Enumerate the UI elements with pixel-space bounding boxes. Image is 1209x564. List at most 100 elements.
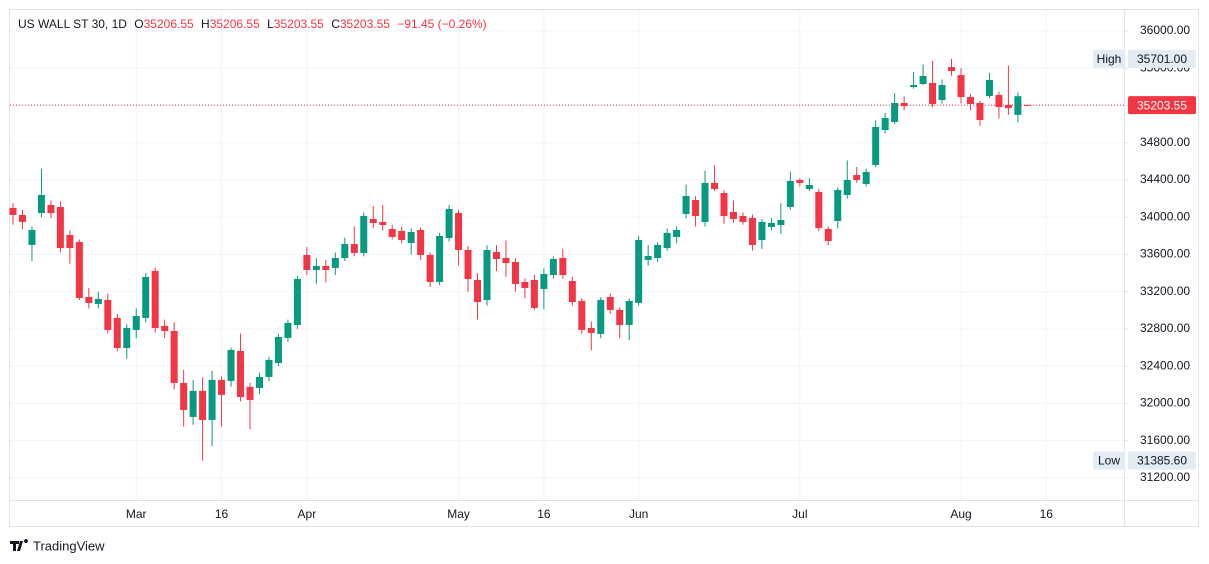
candle-body <box>625 300 633 325</box>
candle-body <box>104 299 112 330</box>
candle-body <box>929 82 937 105</box>
candle-body <box>910 85 918 87</box>
candle-body <box>729 211 737 219</box>
candle-body <box>170 330 178 383</box>
marker-value: 35701.00 <box>1137 52 1187 66</box>
candle-body <box>502 257 510 264</box>
last-price-label: 35203.55 <box>1137 98 1187 112</box>
candle-body <box>331 257 339 268</box>
candle-body <box>474 279 482 303</box>
candle-body <box>455 213 463 250</box>
candle-body <box>834 190 842 222</box>
ohlc-label: L <box>267 17 274 31</box>
candle-body <box>540 273 548 289</box>
candle-body <box>511 261 519 284</box>
candle-body <box>758 221 766 241</box>
marker-value-box <box>1128 49 1196 68</box>
candle-body <box>815 191 823 229</box>
candle-body <box>843 179 851 195</box>
y-tick-label: 34800.00 <box>1140 135 1190 149</box>
brand-logo: TradingView <box>10 538 105 553</box>
candle-body <box>189 390 197 417</box>
candle-body <box>692 199 700 216</box>
candle-body <box>483 249 491 300</box>
candle-body <box>227 349 235 381</box>
marker-value: 31385.60 <box>1137 454 1187 468</box>
candle-body <box>748 217 756 245</box>
marker-name-box <box>1093 451 1125 470</box>
candle-body <box>436 236 444 282</box>
open-value: 35206.55 <box>144 17 194 31</box>
candle-body <box>976 102 984 121</box>
logo-mark <box>10 539 28 551</box>
candle-body <box>796 179 804 183</box>
marker-name: Low <box>1098 454 1120 468</box>
candle-body <box>568 280 576 303</box>
x-tick-label: 16 <box>215 507 229 521</box>
candle-body <box>56 206 64 249</box>
x-tick-label: Aug <box>950 507 971 521</box>
candle-body <box>862 171 870 184</box>
candle-body <box>777 220 785 226</box>
x-tick-label: Jul <box>792 507 807 521</box>
candle-body <box>966 97 974 105</box>
candle-body <box>701 182 709 222</box>
candle-body <box>66 234 74 249</box>
x-tick-label: Jun <box>629 507 648 521</box>
candle-body <box>492 252 500 260</box>
candle-body <box>635 240 643 303</box>
grid <box>10 10 1124 500</box>
candle-body <box>85 296 93 303</box>
candle-body <box>237 350 245 397</box>
plot <box>9 58 1124 461</box>
candle-body <box>94 298 102 304</box>
candle-body <box>417 229 425 255</box>
candle-body <box>824 229 832 241</box>
candle-body <box>597 299 605 334</box>
axes: 31200.00 31600.00 32000.00 32400.00 32800.00… <box>126 23 1196 521</box>
candle-body <box>161 325 169 331</box>
candle-body <box>180 382 188 410</box>
brand: TradingView <box>33 538 105 553</box>
x-tick-label: Apr <box>298 507 317 521</box>
marker-name: High <box>1097 52 1122 66</box>
candle-body <box>445 209 453 238</box>
candle-body <box>360 215 368 253</box>
candle-body <box>265 359 273 377</box>
candle-body <box>426 255 434 282</box>
candle-body <box>948 67 956 72</box>
candle-body <box>9 207 17 215</box>
candle-body <box>900 102 908 107</box>
candle-body <box>957 75 965 98</box>
candle-body <box>549 259 557 276</box>
candle-body <box>312 265 320 270</box>
y-tick-label: 32400.00 <box>1140 358 1190 372</box>
candle-body <box>132 315 140 330</box>
candle-body <box>218 379 226 395</box>
candle-body <box>872 127 880 165</box>
y-tick-label: 31200.00 <box>1140 470 1190 484</box>
candle-body <box>18 214 26 222</box>
candle-body <box>1004 105 1012 109</box>
low-value: 35203.55 <box>274 17 324 31</box>
candle-body <box>663 232 671 249</box>
candle-body <box>293 279 301 325</box>
ohlc-label: C <box>331 17 340 31</box>
ohlc-label: O <box>134 17 143 31</box>
candle-body <box>407 232 415 243</box>
candle-body <box>606 296 614 310</box>
candle-body <box>881 117 889 130</box>
candle-body <box>995 94 1003 107</box>
y-tick-label: 31600.00 <box>1140 433 1190 447</box>
marker-name-box <box>1093 49 1125 68</box>
candle-body <box>464 249 472 280</box>
candle-body <box>853 175 861 180</box>
candle-body <box>123 327 131 348</box>
last-price-tag <box>1128 96 1196 115</box>
candle-body <box>644 256 652 260</box>
candle-body <box>530 279 538 308</box>
close-value: 35203.55 <box>340 17 390 31</box>
candle-body <box>1014 96 1022 115</box>
candle-body <box>37 194 45 214</box>
candle-body <box>379 221 387 226</box>
